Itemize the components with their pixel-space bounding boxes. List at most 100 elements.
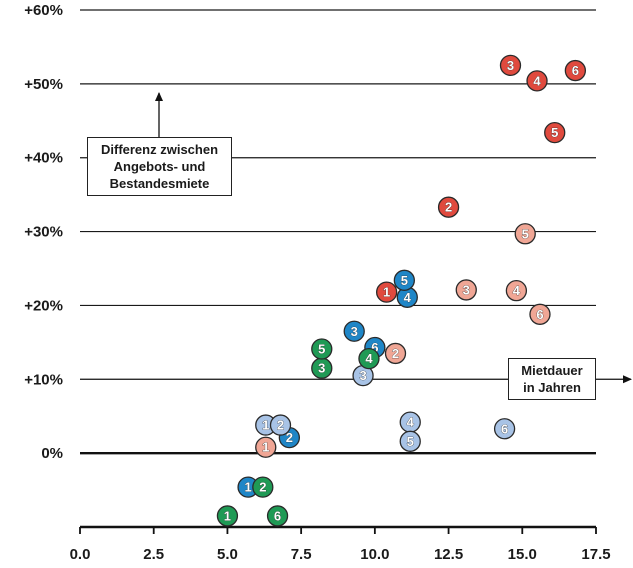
y-tick-label: +10% bbox=[24, 371, 63, 388]
data-point-marker bbox=[526, 70, 548, 92]
data-point-label: 4 bbox=[404, 290, 412, 305]
data-point-marker bbox=[544, 121, 566, 144]
y-tick-label: +40% bbox=[24, 150, 63, 167]
data-point: 2 bbox=[252, 476, 274, 498]
data-point: 3 bbox=[499, 54, 522, 77]
data-point-label: 3 bbox=[359, 368, 366, 383]
data-point-label: 1 bbox=[262, 440, 269, 455]
data-point-label: 2 bbox=[286, 430, 293, 445]
data-point-label: 6 bbox=[371, 340, 378, 355]
y-tick-label: +60% bbox=[24, 2, 63, 19]
data-point-marker bbox=[529, 303, 551, 325]
data-point-label: 3 bbox=[318, 361, 325, 376]
x-tick-label: 10.0 bbox=[360, 546, 389, 563]
y-tick-label: +20% bbox=[24, 297, 63, 314]
data-point: 5 bbox=[544, 121, 566, 144]
x-axis-annotation: Mietdauer in Jahren bbox=[508, 358, 596, 400]
data-point: 2 bbox=[269, 414, 292, 436]
data-point-marker bbox=[505, 280, 528, 302]
data-point-label: 3 bbox=[463, 282, 470, 297]
x-tick-label: 17.5 bbox=[581, 546, 610, 563]
data-point: 4 bbox=[399, 411, 421, 433]
data-point: 4 bbox=[396, 286, 418, 308]
data-point-label: 2 bbox=[259, 480, 266, 495]
data-point-label: 4 bbox=[365, 351, 373, 366]
data-point: 6 bbox=[266, 505, 289, 527]
data-point-label: 5 bbox=[551, 125, 558, 140]
x-annotation-line-1: Mietdauer bbox=[521, 363, 583, 378]
y-annotation-line-3: Bestandesmiete bbox=[109, 176, 210, 191]
data-point: 6 bbox=[493, 418, 516, 440]
data-point-label: 6 bbox=[274, 508, 281, 523]
data-point-label: 5 bbox=[318, 342, 325, 357]
data-point-label: 2 bbox=[277, 418, 284, 433]
x-tick-label: 0.0 bbox=[70, 546, 91, 563]
y-annotation-line-2: Angebots- und bbox=[113, 159, 206, 174]
x-tick-labels: 0.0 2.5 5.0 7.5 10.0 12.5 15.0 17.5 bbox=[70, 546, 611, 563]
data-point-marker bbox=[564, 59, 587, 82]
data-point-label: 5 bbox=[522, 226, 529, 241]
data-point-label: 1 bbox=[244, 480, 251, 495]
y-tick-label: 0% bbox=[41, 445, 63, 462]
data-point-label: 4 bbox=[533, 73, 541, 88]
data-point-label: 1 bbox=[262, 418, 269, 433]
data-point-marker bbox=[216, 505, 239, 527]
y-annotation-line-1: Differenz zwischen bbox=[100, 142, 219, 157]
data-point: 3 bbox=[455, 279, 477, 301]
data-point-marker bbox=[358, 347, 380, 370]
data-point: 3 bbox=[311, 357, 333, 379]
data-point: 1 bbox=[216, 505, 239, 527]
data-point-marker bbox=[266, 505, 289, 527]
data-point: 5 bbox=[399, 430, 421, 452]
data-point: 1 bbox=[376, 281, 398, 303]
y-axis-annotation: Differenz zwischen Angebots- und Bestand… bbox=[87, 137, 232, 196]
data-point-marker bbox=[255, 436, 277, 458]
data-point-label: 2 bbox=[392, 346, 399, 361]
data-point: 5 bbox=[514, 223, 536, 245]
data-point-marker bbox=[499, 54, 522, 77]
data-point-label: 6 bbox=[536, 307, 543, 322]
data-point-marker bbox=[455, 279, 477, 301]
data-point-marker bbox=[384, 342, 407, 365]
data-point-label: 3 bbox=[351, 324, 358, 339]
x-tick-label: 12.5 bbox=[434, 546, 463, 563]
data-point-label: 1 bbox=[383, 285, 390, 300]
data-point-label: 2 bbox=[445, 200, 452, 215]
data-point-marker bbox=[399, 430, 421, 452]
x-annotation-line-2: in Jahren bbox=[523, 380, 581, 395]
data-point-label: 6 bbox=[572, 63, 579, 78]
data-point: 6 bbox=[564, 59, 587, 82]
data-point: 5 bbox=[393, 269, 415, 291]
data-point: 6 bbox=[529, 303, 551, 325]
data-point: 4 bbox=[358, 347, 380, 370]
data-point-marker bbox=[311, 338, 333, 360]
axes bbox=[79, 451, 597, 534]
y-tick-label: +50% bbox=[24, 76, 63, 93]
data-point-marker bbox=[393, 269, 415, 291]
data-point-label: 6 bbox=[501, 421, 508, 436]
data-point: 1 bbox=[255, 436, 277, 458]
x-tick-label: 2.5 bbox=[143, 546, 164, 563]
data-point-label: 5 bbox=[401, 273, 408, 288]
data-point-marker bbox=[252, 476, 274, 498]
data-point: 2 bbox=[437, 196, 460, 218]
data-point: 2 bbox=[384, 342, 407, 365]
data-point-marker bbox=[437, 196, 460, 218]
data-point-marker bbox=[343, 320, 365, 342]
data-point: 4 bbox=[526, 70, 548, 92]
data-point-marker bbox=[269, 414, 292, 436]
data-point-marker bbox=[493, 418, 516, 440]
data-point: 1 bbox=[237, 476, 259, 498]
y-tick-label: +30% bbox=[24, 224, 63, 241]
data-point-label: 4 bbox=[513, 283, 521, 298]
data-point: 3 bbox=[343, 320, 365, 342]
data-point-label: 5 bbox=[407, 434, 414, 449]
y-tick-labels: 0% +10% +20% +30% +40% +50% +60% bbox=[24, 2, 63, 462]
x-tick-label: 15.0 bbox=[508, 546, 537, 563]
data-point: 1 bbox=[255, 414, 277, 436]
data-point-marker bbox=[514, 223, 536, 245]
data-point-label: 4 bbox=[407, 415, 415, 430]
data-point-label: 1 bbox=[224, 508, 231, 523]
